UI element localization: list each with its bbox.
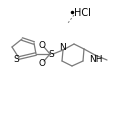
Text: HCl: HCl bbox=[74, 8, 90, 18]
Text: O: O bbox=[38, 41, 46, 50]
Text: O: O bbox=[38, 59, 46, 68]
Text: S: S bbox=[13, 55, 19, 64]
Text: N: N bbox=[59, 43, 65, 52]
Text: NH: NH bbox=[89, 55, 103, 64]
Text: S: S bbox=[48, 50, 54, 59]
